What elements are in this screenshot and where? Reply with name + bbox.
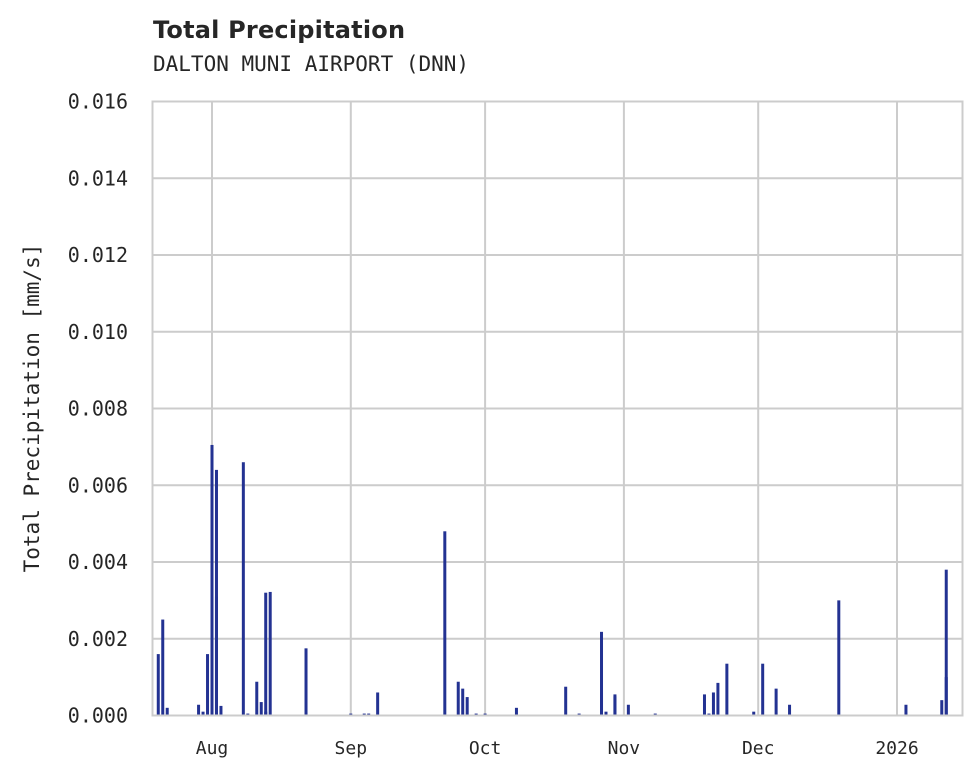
- precip-bar: [837, 600, 841, 716]
- x-tick-label: Dec: [742, 738, 775, 759]
- precip-bar: [626, 704, 630, 716]
- precip-bar: [206, 654, 210, 716]
- precip-bar: [465, 697, 469, 716]
- chart-title: Total Precipitation: [153, 16, 406, 44]
- x-tick-label: 2026: [875, 738, 918, 759]
- y-tick-label: 0.000: [68, 704, 128, 728]
- x-tick-label: Nov: [608, 738, 641, 759]
- y-tick-label: 0.008: [68, 397, 128, 421]
- x-tick-label: Sep: [335, 738, 368, 759]
- y-tick-label: 0.012: [68, 243, 128, 267]
- y-tick-label: 0.014: [68, 166, 128, 190]
- precip-bar: [456, 681, 460, 716]
- precip-bar: [944, 569, 948, 716]
- x-axis-ticks: Aug Sep Oct Nov Dec 2026: [196, 738, 919, 759]
- bar-series: [156, 444, 948, 716]
- precip-bar: [564, 686, 568, 716]
- precip-bar: [268, 591, 272, 716]
- precip-bar: [255, 681, 259, 716]
- y-tick-label: 0.006: [68, 473, 128, 497]
- precip-bar: [259, 702, 263, 716]
- precip-bar: [761, 663, 765, 716]
- precip-bar: [944, 677, 948, 716]
- y-tick-label: 0.016: [68, 90, 128, 114]
- precip-bar: [514, 707, 518, 716]
- precip-bar: [904, 704, 908, 716]
- y-tick-label: 0.002: [68, 627, 128, 651]
- precip-bar: [304, 648, 308, 716]
- precip-bar: [376, 692, 380, 716]
- chart-subtitle: DALTON MUNI AIRPORT (DNN): [153, 52, 470, 76]
- y-tick-label: 0.004: [68, 550, 128, 574]
- precip-bar: [201, 711, 205, 716]
- gridlines: [152, 100, 963, 717]
- precip-bar: [241, 462, 245, 716]
- precip-bar: [774, 688, 778, 716]
- precip-bar: [711, 692, 715, 716]
- precip-bar: [461, 688, 465, 716]
- precip-bar: [214, 469, 218, 716]
- precip-bar: [156, 654, 160, 716]
- precip-bar: [264, 592, 268, 716]
- precip-bar: [210, 444, 214, 716]
- precip-bar: [725, 663, 729, 716]
- precip-bar: [940, 700, 944, 716]
- precip-bar: [613, 694, 617, 716]
- precip-bar: [161, 619, 165, 716]
- precip-bar: [702, 694, 706, 716]
- x-tick-label: Oct: [469, 738, 502, 759]
- precip-bar: [788, 704, 792, 716]
- precip-bar: [604, 711, 608, 716]
- precip-bar: [443, 531, 447, 716]
- plot-frame: [151, 100, 964, 717]
- precip-bar: [752, 711, 756, 716]
- precip-bar: [600, 631, 604, 716]
- precip-bar: [219, 705, 223, 716]
- x-tick-label: Aug: [196, 738, 229, 759]
- precip-bar: [197, 704, 201, 716]
- y-axis-ticks: 0.000 0.002 0.004 0.006 0.008 0.010 0.012 0.014…: [68, 90, 128, 728]
- precip-bar: [716, 682, 720, 716]
- y-tick-label: 0.010: [68, 320, 128, 344]
- precip-bar: [165, 707, 169, 716]
